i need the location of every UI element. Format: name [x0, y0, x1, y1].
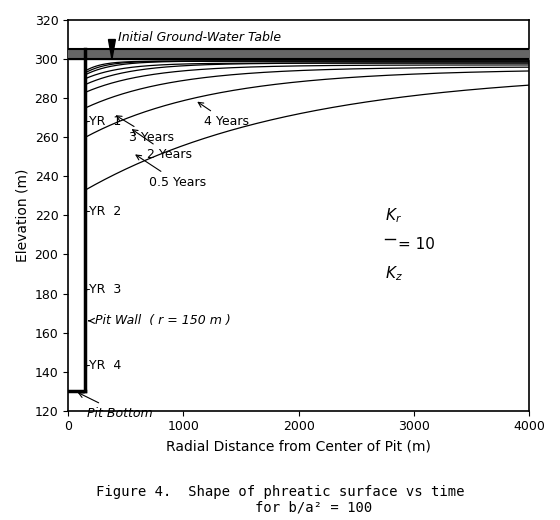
Text: Initial Ground-Water Table: Initial Ground-Water Table: [118, 31, 281, 44]
Text: -YR  1: -YR 1: [86, 115, 122, 128]
Text: 2 Years: 2 Years: [133, 129, 192, 161]
Text: 3 Years: 3 Years: [116, 116, 174, 144]
Text: -YR  3: -YR 3: [86, 283, 122, 296]
Text: = 10: = 10: [398, 237, 435, 252]
Y-axis label: Elevation (m): Elevation (m): [15, 168, 29, 262]
Text: 0.5 Years: 0.5 Years: [136, 155, 206, 189]
Text: $K_r$: $K_r$: [385, 206, 402, 225]
Text: Pit Bottom: Pit Bottom: [78, 393, 153, 420]
Text: -YR  4: -YR 4: [86, 359, 122, 372]
X-axis label: Radial Distance from Center of Pit (m): Radial Distance from Center of Pit (m): [166, 439, 431, 453]
Polygon shape: [109, 40, 115, 59]
Text: $K_z$: $K_z$: [385, 264, 403, 283]
Text: 4 Years: 4 Years: [198, 102, 249, 128]
Text: -YR  2: -YR 2: [86, 205, 122, 218]
Text: Figure 4.  Shape of phreatic surface vs time
        for b/a² = 100: Figure 4. Shape of phreatic surface vs t…: [96, 485, 464, 515]
Text: Pit Wall  ( r = 150 m ): Pit Wall ( r = 150 m ): [89, 315, 230, 328]
